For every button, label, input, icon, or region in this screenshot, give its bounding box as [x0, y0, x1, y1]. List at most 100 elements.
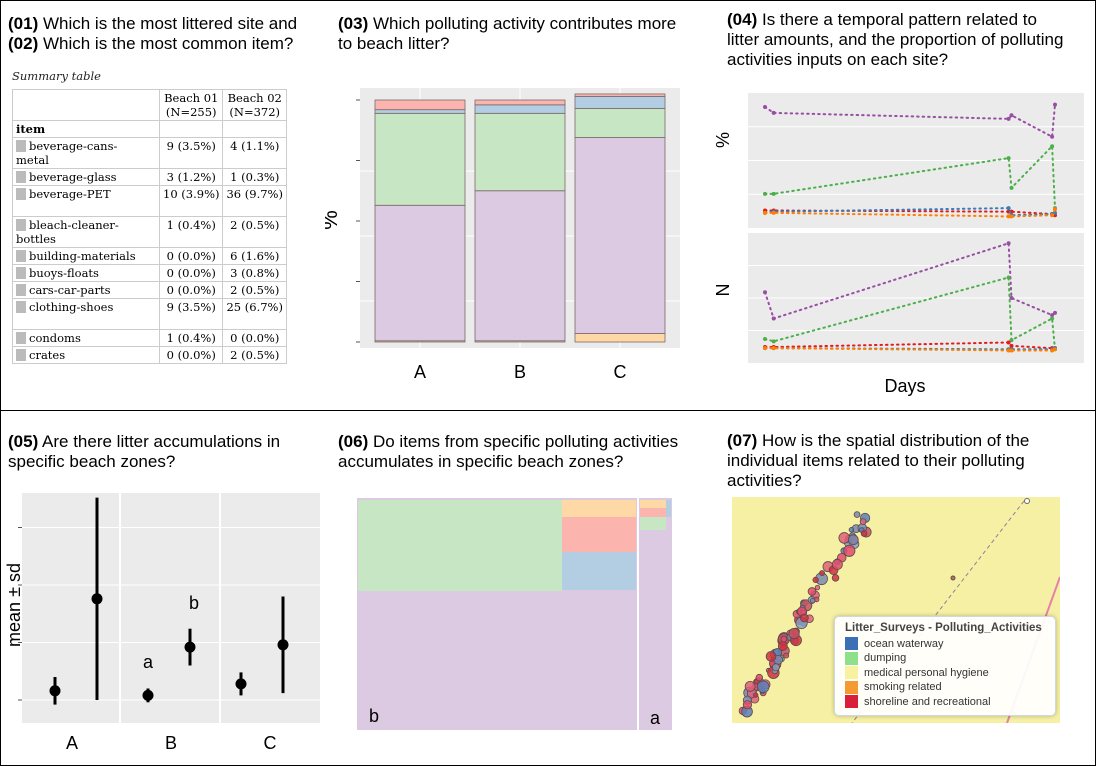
treemap-label-b: b — [369, 706, 379, 726]
item-cell: buoys-floats — [12, 264, 160, 282]
summary-table-title: Summary table — [12, 69, 101, 83]
litter-point — [783, 652, 790, 659]
litter-point — [853, 511, 861, 518]
litter-point — [771, 663, 780, 672]
map-legend-title: Litter_Surveys - Polluting_Activities — [845, 622, 1042, 634]
beach01-value: 9 (3.5%) — [158, 298, 224, 330]
item-swatch — [16, 171, 26, 183]
table-row: beverage-glass 3 (1.2%) 1 (0.3%) — [12, 168, 287, 186]
beach01-value: 10 (3.9%) — [158, 185, 224, 217]
litter-point — [755, 673, 763, 682]
litter-point — [848, 527, 855, 533]
beach01-value: 0 (0.0%) — [158, 346, 224, 364]
beach02-value: 36 (9.7%) — [222, 185, 287, 217]
item-swatch — [16, 349, 26, 361]
item-label-cont: metal — [16, 153, 49, 167]
treemap-block-green-a — [640, 517, 666, 530]
bar-segment — [474, 190, 566, 342]
legend-item: dumping — [845, 651, 1055, 666]
series-point — [771, 210, 776, 215]
litter-point — [788, 627, 800, 640]
litter-point — [814, 584, 821, 591]
beach02-value: 0 (0.0%) — [222, 329, 287, 347]
series-line — [764, 208, 1056, 218]
map-marker — [950, 575, 956, 581]
legend-swatch — [845, 637, 858, 651]
litter-point — [742, 700, 753, 710]
time-series-chart: % N Days — [715, 93, 1084, 396]
item-swatch — [16, 140, 26, 152]
column-header-beach02: Beach 02 (N=372) — [222, 89, 287, 121]
beach01-value: 0 (0.0%) — [158, 247, 224, 265]
legend-label: dumping — [864, 652, 907, 665]
legend-swatch — [845, 695, 858, 709]
significance-letter-a: a — [143, 652, 154, 672]
beach01-value: 3 (1.2%) — [158, 168, 224, 186]
mean-point — [91, 593, 103, 605]
table-row: beverage-cans-metal 9 (3.5%) 4 (1.1%) — [12, 137, 287, 169]
legend-label: medical personal hygiene — [864, 666, 989, 679]
litter-point — [860, 530, 868, 537]
litter-point — [831, 574, 840, 582]
beach02-value: 6 (1.6%) — [222, 247, 287, 265]
mean-point — [184, 641, 196, 653]
item-cell: bleach-cleaner-bottles — [12, 216, 160, 248]
question-02: (02) Which is the most common item? — [8, 34, 294, 53]
item-cell: building-materials — [12, 247, 160, 265]
item-label: beverage-cans- — [29, 139, 118, 153]
legend-swatch — [845, 651, 858, 665]
item-cell: beverage-cans-metal — [12, 137, 160, 169]
group-header: item — [12, 120, 160, 138]
row-divider — [0, 410, 1096, 411]
legend-swatch — [845, 666, 858, 680]
item-swatch — [16, 267, 26, 279]
table-row: buoys-floats 0 (0.0%) 3 (0.8%) — [12, 264, 287, 282]
beach01-value: 0 (0.0%) — [158, 264, 224, 282]
category-label: B — [514, 362, 526, 382]
item-label: bleach-cleaner- — [29, 218, 119, 232]
significance-letter-b: b — [189, 593, 199, 613]
beach02-value: 4 (1.1%) — [222, 137, 287, 169]
question-03: (03) Which polluting activity contribute… — [338, 14, 677, 53]
treemap-block-green-b — [358, 500, 562, 591]
y-axis-label-top: % — [715, 132, 733, 148]
item-swatch — [16, 219, 26, 231]
series-line — [764, 241, 1056, 320]
beach02-value: 2 (0.5%) — [222, 281, 287, 299]
mean-point — [49, 685, 61, 697]
item-label: beverage-glass — [29, 170, 117, 184]
series-line — [764, 276, 1056, 351]
litter-point — [753, 692, 759, 698]
category-label: C — [614, 362, 627, 382]
treemap-block-blue-b — [562, 552, 636, 590]
bar-segment — [574, 95, 666, 109]
item-swatch — [16, 301, 26, 313]
bar-segment — [374, 99, 466, 111]
treemap-block-blue-a — [666, 500, 671, 517]
item-label: buoys-floats — [29, 266, 99, 280]
item-label-cont: bottles — [16, 232, 56, 246]
beach02-value: 2 (0.5%) — [222, 216, 287, 248]
bar-segment — [474, 112, 566, 192]
table-corner — [12, 89, 160, 121]
summary-table-panel: Summary table Beach 01 (N=255) Beach 02 (N… — [12, 69, 287, 364]
bar-segment — [574, 93, 666, 97]
mean-point — [142, 689, 154, 701]
y-axis-label-bottom: N — [715, 284, 733, 297]
legend-item: ocean waterway — [845, 637, 1055, 651]
litter-point — [847, 534, 859, 546]
litter-point — [843, 544, 856, 557]
series-line — [764, 143, 1056, 210]
litter-point — [765, 651, 777, 662]
item-swatch — [16, 188, 26, 200]
litter-point — [756, 680, 770, 694]
series-line — [764, 347, 1056, 352]
series-line — [764, 103, 1056, 139]
item-label: beverage-PET — [29, 187, 111, 201]
litter-point — [799, 613, 809, 623]
item-label: cars-car-parts — [29, 283, 111, 297]
bar-segment — [374, 112, 466, 206]
table-row: clothing-shoes 9 (3.5%) 25 (6.7%) — [12, 298, 287, 330]
